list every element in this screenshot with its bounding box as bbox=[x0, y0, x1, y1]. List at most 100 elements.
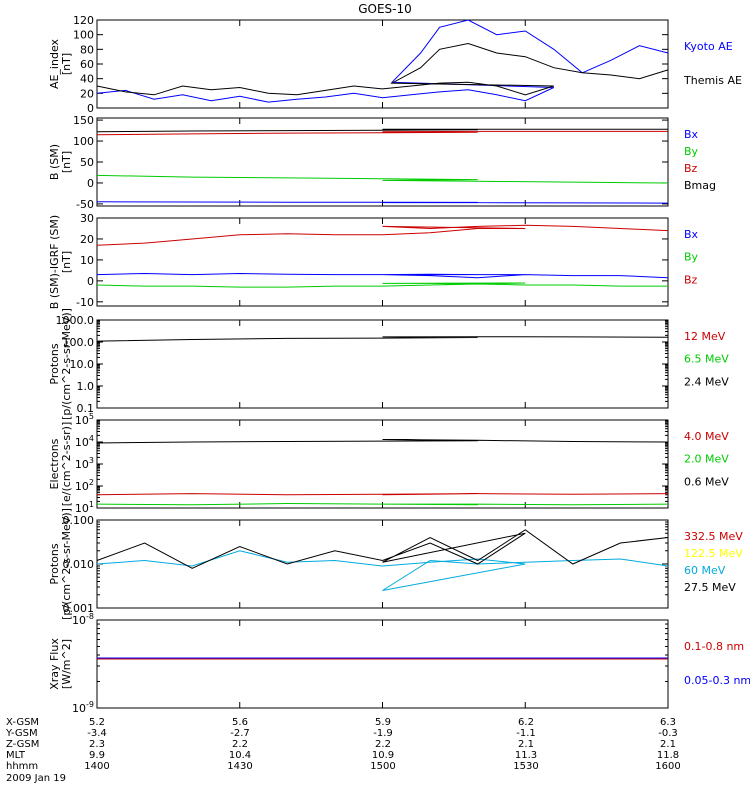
y-tick-label: 20 bbox=[80, 87, 94, 100]
series-line-2-0-mev bbox=[96, 502, 669, 506]
panel-2: -50 0 50 100 150 B (SM) [nT] Bx By Bz Bmag bbox=[48, 114, 716, 211]
legend-entry: 122.5 MeV bbox=[684, 547, 743, 560]
footer-value: 10.4 bbox=[229, 750, 251, 761]
legend-entry: 0.05-0.3 nm bbox=[684, 674, 750, 687]
chart-title: GOES-10 bbox=[358, 2, 412, 16]
y-tick-label: 0.100 bbox=[63, 514, 95, 527]
panel-frame bbox=[96, 319, 669, 409]
footer-row-label: hhmm bbox=[6, 761, 38, 772]
y-tick-label: 100.0 bbox=[63, 336, 95, 349]
footer-value: 2.1 bbox=[518, 739, 534, 750]
y-tick-label: 100 bbox=[73, 29, 94, 42]
y-tick-label: 10-8 bbox=[72, 612, 94, 627]
footer-value: 2.1 bbox=[660, 739, 676, 750]
footer-value: -1.1 bbox=[516, 728, 536, 739]
y-axis-label: Protons bbox=[48, 343, 61, 384]
series-line-4-0-mev bbox=[96, 493, 669, 496]
footer-value: 1500 bbox=[370, 761, 395, 772]
series-line-0-6-mev bbox=[96, 439, 669, 444]
footer-value: 1400 bbox=[84, 761, 109, 772]
footer-value: -1.9 bbox=[373, 728, 393, 739]
y-axis-label: [W/m^2] bbox=[60, 639, 73, 689]
y-tick-label: -10 bbox=[76, 296, 94, 309]
footer-value: 5.9 bbox=[375, 717, 391, 728]
y-tick-label: 0 bbox=[87, 177, 94, 190]
legend-entry: By bbox=[684, 145, 699, 158]
y-tick-label: 0 bbox=[87, 275, 94, 288]
y-tick-label: 100 bbox=[73, 135, 94, 148]
series-line-bz bbox=[96, 130, 668, 136]
y-tick-label: 105 bbox=[75, 412, 94, 427]
footer-value: 1430 bbox=[227, 761, 252, 772]
y-tick-label: 30 bbox=[80, 212, 94, 225]
footer-row-label: MLT bbox=[6, 750, 26, 761]
footer-value: 5.2 bbox=[89, 717, 105, 728]
footer-row-label: Y-GSM bbox=[5, 728, 38, 739]
legend-entry: By bbox=[684, 251, 699, 264]
y-tick-label: 50 bbox=[80, 156, 94, 169]
series-line-by bbox=[96, 282, 668, 288]
footer-row-label: X-GSM bbox=[6, 717, 39, 728]
y-axis-label: [p/(cm^2-s-sr-MeV)] bbox=[60, 308, 73, 420]
footer-value: -3.4 bbox=[87, 728, 107, 739]
footer-date: 2009 Jan 19 bbox=[6, 773, 66, 784]
series-line-kyoto-ae bbox=[96, 19, 669, 103]
footer-value: 1530 bbox=[513, 761, 538, 772]
y-tick-label: 60 bbox=[80, 58, 94, 71]
legend-entry: Bx bbox=[684, 128, 699, 141]
legend-entry: Bmag bbox=[684, 179, 716, 192]
panel-3: -10 0 10 20 30 B (SM)-IGRF (SM) [nT] Bx By Bz bbox=[48, 212, 699, 309]
legend-entry: 27.5 MeV bbox=[684, 581, 736, 594]
series-line-2-4-mev bbox=[96, 336, 669, 342]
y-axis-label: Protons bbox=[48, 543, 61, 584]
legend-entry: 60 MeV bbox=[684, 564, 726, 577]
footer-value: -2.7 bbox=[230, 728, 250, 739]
panel-7: 10-9 10-8 Xray Flux [W/m^2] 0.1-0.8 nm 0.05-0… bbox=[48, 612, 750, 715]
legend-entry: 4.0 MeV bbox=[684, 430, 729, 443]
y-tick-label: 101 bbox=[75, 500, 94, 515]
y-tick-label: 120 bbox=[73, 14, 94, 27]
footer-row-label: Z-GSM bbox=[6, 739, 39, 750]
panel-frame bbox=[96, 519, 669, 609]
panel-5: 101 102 103 104 105 Electrons [e/(cm^2-s-sr)] 4… bbox=[48, 412, 729, 515]
series-line-bx bbox=[96, 201, 669, 204]
series-line-60-mev bbox=[96, 550, 669, 591]
y-axis-label: [nT] bbox=[60, 151, 73, 173]
series-line-by bbox=[96, 174, 669, 184]
y-tick-label: 40 bbox=[80, 73, 94, 86]
y-axis-label: Xray Flux bbox=[48, 638, 61, 690]
footer-value: 10.9 bbox=[372, 750, 394, 761]
footer-value: 2.3 bbox=[89, 739, 105, 750]
legend-entry: 2.0 MeV bbox=[684, 453, 729, 466]
y-tick-label: 0.010 bbox=[63, 558, 95, 571]
y-tick-label: 1000.0 bbox=[56, 314, 95, 327]
legend-entry: Themis AE bbox=[683, 74, 742, 87]
y-tick-label: -50 bbox=[76, 198, 94, 211]
series-line-bmag bbox=[96, 128, 668, 133]
legend-entry: 6.5 MeV bbox=[684, 353, 729, 366]
legend-entry: 12 MeV bbox=[684, 330, 726, 343]
y-axis-label: [nT] bbox=[60, 53, 73, 75]
panel-6: 0.001 0.010 0.100 Protons [p/(cm^2-s-sr-MeV)… bbox=[48, 508, 743, 620]
y-tick-label: 80 bbox=[80, 43, 94, 56]
y-axis-label: [p/(cm^2-s-sr-MeV)] bbox=[60, 508, 73, 620]
y-tick-label: 10.0 bbox=[70, 358, 95, 371]
series-line-27-5-mev bbox=[96, 529, 669, 569]
footer-value: 11.3 bbox=[515, 750, 537, 761]
y-tick-label: 0.001 bbox=[63, 602, 95, 615]
y-axis-label: B (SM) bbox=[48, 144, 61, 180]
y-axis-label: B (SM)-IGRF (SM) bbox=[48, 215, 61, 309]
footer-value: 1600 bbox=[655, 761, 680, 772]
footer-value: 5.6 bbox=[232, 717, 248, 728]
legend-entry: 0.6 MeV bbox=[684, 475, 729, 488]
y-tick-label: 10-9 bbox=[72, 700, 94, 715]
series-line-bz bbox=[96, 224, 669, 246]
y-tick-label: 1.0 bbox=[77, 380, 95, 393]
footer-value: 2.2 bbox=[232, 739, 248, 750]
footer-value: 9.9 bbox=[89, 750, 105, 761]
panel-4: 0.1 1.0 10.0 100.0 1000.0 Protons [p/(cm^2-s-s… bbox=[48, 308, 729, 420]
legend-entry: 2.4 MeV bbox=[684, 375, 729, 388]
